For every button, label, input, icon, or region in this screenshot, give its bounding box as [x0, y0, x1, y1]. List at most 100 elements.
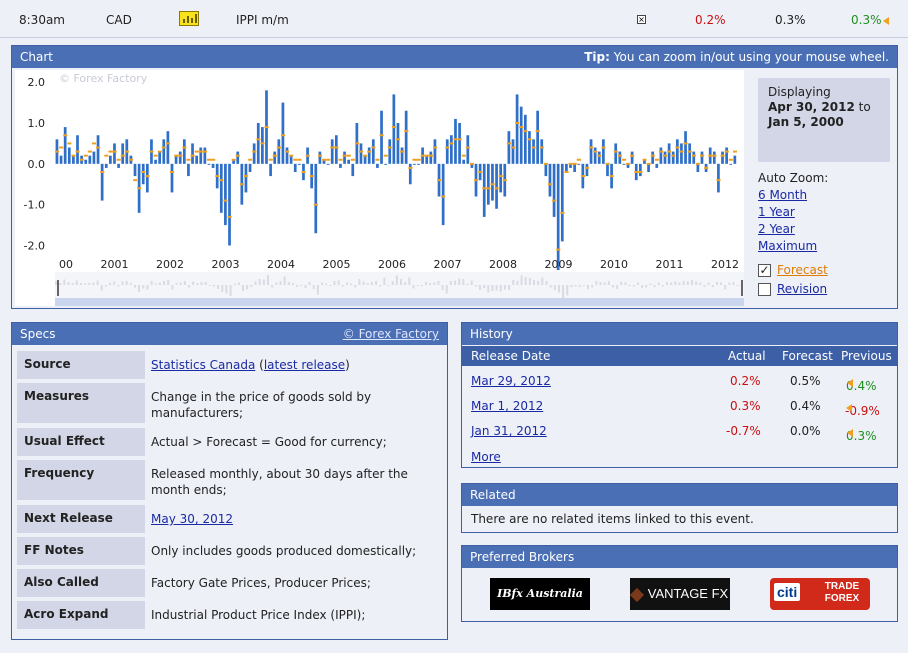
forecast-toggle[interactable]: ✓ Forecast [758, 263, 898, 277]
actual-bar [314, 163, 318, 234]
navigator-bar [487, 285, 490, 293]
broker-vantage-logo[interactable]: VANTAGE FX [629, 578, 730, 610]
navigator-bar [470, 280, 473, 285]
actual-bar [392, 94, 396, 164]
chart-panel-title: Chart [20, 50, 53, 64]
forecast-mark [301, 171, 306, 173]
forecast-mark [646, 162, 651, 165]
forecast-mark [461, 154, 466, 157]
forecast-mark [67, 142, 72, 145]
forecast-mark [589, 146, 594, 149]
actual-bar [606, 163, 609, 177]
forecast-mark [379, 134, 384, 137]
history-header: History [462, 323, 897, 345]
navigator-bar [300, 285, 303, 286]
chart-area[interactable]: © Forex Factory 2.0 1.0 0.0 -1.0 -2.0 00 2001 20… [15, 70, 745, 306]
actual-bar [178, 151, 182, 164]
spec-row-also-called: Also Called Factory Gate Prices, Produce… [17, 569, 445, 597]
revision-arrow-icon [846, 404, 852, 412]
actual-bar [219, 163, 223, 213]
forecast-mark [153, 154, 158, 157]
source-link[interactable]: Statistics Canada [151, 358, 256, 372]
forecast-mark [432, 146, 438, 149]
spec-value: May 30, 2012 [151, 505, 445, 533]
next-release-link[interactable]: May 30, 2012 [151, 512, 234, 526]
spec-row-measures: Measures Change in the price of goods so… [17, 383, 445, 423]
chart-svg[interactable]: © Forex Factory 2.0 1.0 0.0 -1.0 -2.0 00 2001 20… [15, 70, 745, 306]
navigator-bar [242, 285, 245, 291]
event-previous: 0.3% [851, 13, 889, 27]
forecast-mark [445, 146, 450, 149]
actual-bar [63, 127, 67, 164]
navigator-handle-right [741, 280, 743, 296]
navigator-bar [55, 281, 57, 285]
navigator-bar [545, 281, 548, 285]
forecast-mark [170, 171, 175, 173]
forecast-mark [354, 142, 360, 145]
zoom-maximum-link[interactable]: Maximum [758, 239, 818, 253]
forecast-mark [174, 154, 179, 157]
specs-credit-link[interactable]: © Forex Factory [342, 327, 439, 341]
navigator-bar [553, 285, 556, 290]
navigator-bar [653, 285, 656, 287]
zoom-2-year-link[interactable]: 2 Year [758, 222, 795, 236]
revision-link[interactable]: Revision [777, 282, 828, 296]
close-detail-icon[interactable]: × [637, 15, 646, 24]
event-row[interactable]: 8:30am CAD IPPI m/m × 0.2% 0.3% 0.3% [0, 0, 908, 38]
navigator-bar [711, 285, 714, 287]
navigator-bar [699, 282, 702, 285]
zoom-1-year-link[interactable]: 1 Year [758, 205, 795, 219]
history-date-link[interactable]: Mar 1, 2012 [471, 399, 544, 413]
x-tick-label: 2006 [378, 258, 406, 271]
actual-bar [651, 151, 655, 164]
actual-bar [425, 155, 429, 164]
actual-bar [696, 163, 700, 172]
forecast-mark [326, 158, 331, 161]
latest-release-link[interactable]: latest release [263, 358, 346, 372]
broker-ibfx-logo[interactable]: IBfx Australia [490, 578, 590, 610]
navigator-bar [250, 285, 253, 287]
history-date-link[interactable]: Mar 29, 2012 [471, 374, 551, 388]
navigator-bar [329, 285, 332, 286]
forecast-mark [289, 154, 294, 157]
navigator-bar [138, 285, 141, 292]
spec-value: Released monthly, about 30 days after th… [151, 467, 408, 497]
actual-bar [273, 151, 277, 164]
revision-toggle[interactable]: Revision [758, 282, 898, 296]
actual-bar [199, 147, 203, 164]
navigator-bar [200, 282, 203, 285]
event-currency: CAD [106, 13, 132, 27]
actual-bar [244, 163, 248, 193]
forecast-mark [675, 146, 680, 149]
revision-arrow-icon [847, 429, 853, 437]
actual-bar [59, 155, 63, 164]
spec-value: Change in the price of goods sold by man… [151, 390, 372, 420]
navigator-bar [657, 282, 660, 285]
forecast-mark [149, 150, 154, 153]
related-title: Related [470, 488, 516, 502]
brokers-header: Preferred Brokers [462, 546, 897, 568]
navigator-bar [437, 281, 440, 285]
x-tick-label: 2009 [545, 258, 573, 271]
forecast-mark [453, 138, 458, 141]
forecast-mark [667, 150, 672, 153]
forecast-mark [552, 199, 557, 202]
navigator-bar [370, 282, 373, 285]
forecast-mark [654, 158, 659, 161]
forecast-checkbox[interactable]: ✓ [758, 263, 771, 277]
history-more-link[interactable]: More [471, 450, 501, 464]
forecast-link[interactable]: Forecast [777, 263, 828, 277]
navigator-bar [611, 285, 614, 288]
history-date-link[interactable]: Jan 31, 2012 [471, 424, 547, 438]
navigator-bar [350, 283, 353, 285]
broker-citi-logo[interactable]: citi TRADE FOREX [770, 578, 870, 610]
zoom-6-month-link[interactable]: 6 Month [758, 188, 808, 202]
navigator-bar [212, 285, 215, 287]
navigator-bar [291, 283, 294, 285]
navigator-bar [308, 282, 311, 285]
forecast-mark [285, 150, 290, 153]
navigator-bar [171, 285, 174, 290]
forecast-mark [523, 130, 528, 133]
navigator-bar [395, 275, 398, 285]
revision-checkbox[interactable] [758, 283, 771, 296]
